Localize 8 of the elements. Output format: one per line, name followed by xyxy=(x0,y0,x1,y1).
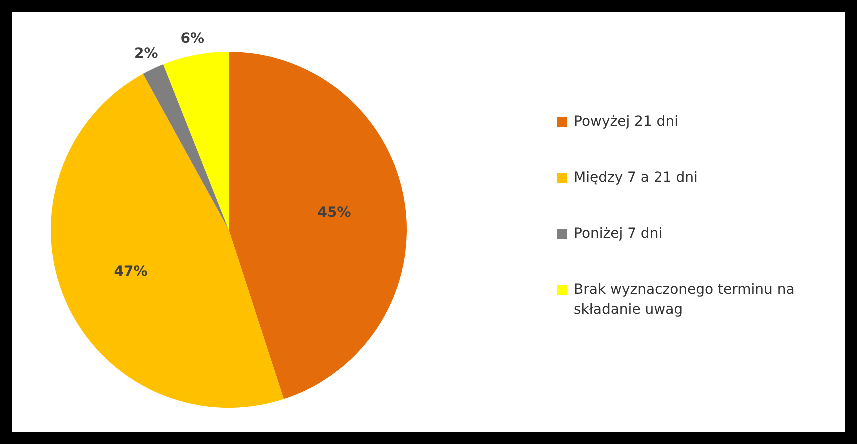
legend-label: Powyżej 21 dni xyxy=(574,113,678,132)
data-label: 6% xyxy=(180,31,205,48)
legend-label: Brak wyznaczonego terminu na składanie uwag xyxy=(574,281,796,320)
legend-label: Poniżej 7 dni xyxy=(574,225,663,244)
data-label: 45% xyxy=(318,204,352,221)
data-label: 47% xyxy=(114,264,148,280)
data-label: 2% xyxy=(134,46,158,62)
legend-label: Między 7 a 21 dni xyxy=(574,169,698,188)
